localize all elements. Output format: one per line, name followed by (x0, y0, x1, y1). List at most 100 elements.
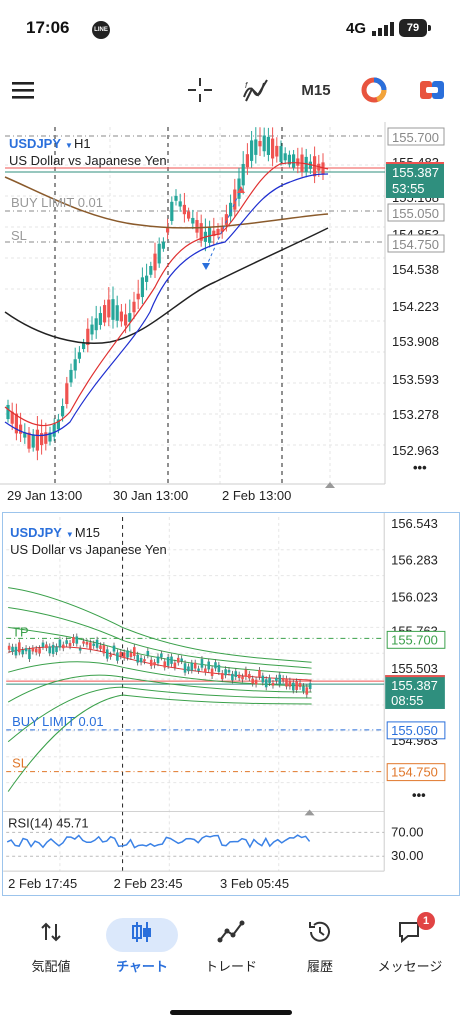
h1-price-label: 153.278 (392, 407, 439, 422)
h1-price-label: 153.908 (392, 334, 439, 349)
h1-candle (56, 419, 60, 430)
nav-quotes[interactable]: 気配値 (6, 918, 96, 988)
h1-candle (229, 202, 233, 217)
m15-candle (237, 674, 241, 679)
m15-timeframe: M15 (75, 525, 100, 540)
h1-time-label: 30 Jan 13:00 (113, 488, 188, 503)
menu-icon[interactable] (10, 74, 36, 106)
m15-candle (51, 644, 55, 654)
m15-candle (105, 649, 109, 659)
m15-symbol-dropdown-icon[interactable]: ▼ (66, 530, 74, 539)
indicator-icon[interactable]: f (241, 74, 271, 106)
m15-candle (99, 645, 102, 650)
timeframe-button[interactable]: M15 (298, 74, 334, 106)
nav-label: トレード (204, 959, 257, 974)
m15-candle (244, 669, 248, 677)
m15-candle (85, 641, 89, 645)
crosshair-icon[interactable] (186, 74, 214, 106)
m15-price-labels: 156.543 156.283 156.023 155.763 155.700 … (386, 516, 446, 782)
m15-band (7, 694, 312, 792)
h1-candle (271, 138, 275, 159)
h1-candle (161, 241, 165, 249)
h1-price-label: 155.700 (392, 130, 439, 145)
m15-candle (72, 637, 75, 644)
m15-candle (268, 677, 271, 684)
h1-candle (313, 156, 317, 177)
m15-candle (45, 644, 48, 649)
h1-candle (187, 211, 191, 219)
nav-history[interactable]: 履歴 (275, 918, 365, 988)
network-type: 4G (346, 20, 367, 37)
m15-candle (58, 639, 62, 648)
h1-candle (145, 275, 149, 282)
battery-icon: 79 (399, 19, 427, 37)
h1-candle (19, 424, 23, 434)
svg-text:f: f (245, 81, 248, 90)
color-wheel-icon[interactable] (360, 74, 388, 106)
m15-candle (28, 649, 31, 660)
line-app-icon: LINE (92, 21, 110, 39)
h1-price-label: 154.223 (392, 299, 439, 314)
h1-candle (136, 293, 140, 300)
m15-buy-limit-price: 155.050 (391, 723, 438, 738)
m15-candle (38, 648, 41, 654)
h1-candle (250, 140, 254, 161)
m15-candle (234, 671, 238, 677)
m15-current-price-tag (385, 675, 445, 709)
status-time: 17:06 (26, 18, 70, 37)
h1-candle (170, 201, 174, 221)
rsi-line (6, 834, 311, 849)
h1-candle (107, 299, 111, 318)
h1-more-icon[interactable]: ••• (413, 460, 427, 475)
h1-grid (5, 127, 385, 484)
m15-more-icon[interactable]: ••• (412, 788, 426, 803)
h1-candle (14, 413, 18, 434)
m15-candle (21, 649, 24, 655)
h1-scroll-marker[interactable] (325, 482, 335, 488)
m15-countdown: 08:55 (391, 693, 423, 708)
m15-candle (285, 678, 288, 687)
m15-price-label: 156.023 (391, 590, 438, 605)
m15-candle (288, 680, 292, 687)
m15-candle (281, 678, 285, 681)
m15-candle (143, 659, 146, 662)
chart-toolbar: f M15 (0, 66, 461, 114)
m15-candle (298, 682, 302, 687)
h1-price-label: 152.963 (392, 443, 439, 458)
m15-candle (116, 652, 119, 661)
m15-candle (214, 662, 217, 669)
m15-symbol[interactable]: USDJPY (10, 525, 62, 540)
nav-messages[interactable]: 1 メッセージ (365, 912, 455, 988)
h1-trade-link (205, 188, 242, 268)
h1-candle (119, 311, 123, 322)
h1-current-price: 155.387 (392, 165, 439, 180)
h1-candle (174, 195, 178, 201)
m15-candle (78, 648, 82, 651)
m15-tp-price: 155.700 (391, 632, 438, 647)
home-indicator[interactable] (170, 1010, 292, 1015)
m15-candle (210, 668, 214, 677)
h1-candle (191, 217, 195, 224)
m15-candle (89, 642, 92, 650)
nav-label: チャート (116, 959, 168, 974)
h1-chart[interactable]: USDJPY ▼ H1 US Dollar vs Japanese Yen BU… (0, 122, 461, 510)
m15-ask-tag-edge (385, 675, 445, 678)
h1-symbol-dropdown-icon[interactable]: ▼ (65, 141, 73, 150)
h1-symbol[interactable]: USDJPY (9, 136, 61, 151)
m15-candle (275, 677, 278, 681)
m15-band (7, 686, 312, 743)
h1-ma-fast-blue (4, 173, 329, 436)
m15-candle (308, 683, 312, 689)
h1-candle (258, 140, 262, 147)
trade-icon[interactable] (418, 74, 446, 106)
h1-ma-mid (4, 176, 329, 229)
h1-candle (220, 227, 224, 232)
h1-candle (296, 158, 300, 166)
m15-chart[interactable]: USDJPY ▼ M15 US Dollar vs Japanese Yen T… (2, 512, 460, 896)
h1-candle (86, 328, 90, 346)
m15-scroll-marker[interactable] (304, 809, 315, 816)
nav-chart[interactable]: チャート (97, 918, 187, 988)
h1-candle (103, 305, 107, 323)
nav-trade[interactable]: トレード (186, 918, 276, 988)
rsi-level-30: 30.00 (391, 848, 423, 863)
